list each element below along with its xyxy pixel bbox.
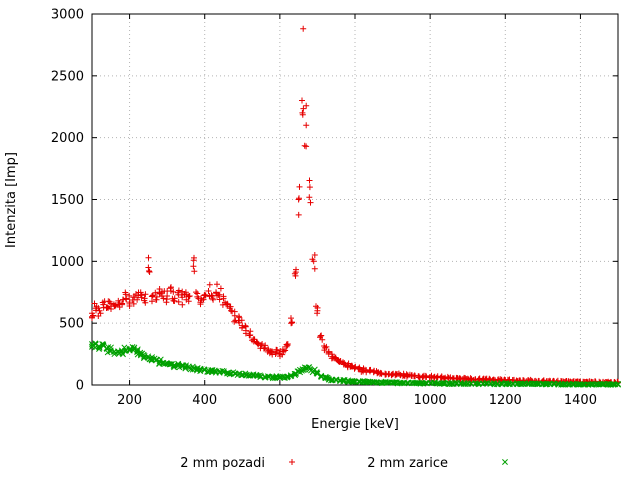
x-tick-label: 200	[117, 393, 142, 408]
y-tick-label: 3000	[51, 8, 84, 23]
legend: 2 mm pozadi 2 mm zarice	[180, 456, 508, 471]
series-zarice-points	[89, 340, 621, 388]
x-tick-label: 600	[267, 393, 292, 408]
legend-marker-zarice-cross-icon	[502, 459, 508, 465]
y-tick-label: 2000	[51, 131, 84, 146]
legend-label-zarice: 2 mm zarice	[367, 456, 448, 471]
grid-lines	[92, 13, 618, 386]
y-tick-label: 500	[59, 317, 84, 332]
x-tick-label: 1000	[414, 393, 447, 408]
y-tick-label: 2500	[51, 69, 84, 84]
x-tick-label: 800	[343, 393, 368, 408]
x-tick-label: 1400	[564, 393, 597, 408]
x-tick-label: 400	[192, 393, 217, 408]
legend-marker-pozadi-plus-icon	[289, 459, 295, 465]
y-tick-label: 0	[76, 379, 84, 394]
series-pozadi-points	[89, 25, 621, 386]
axes	[91, 13, 619, 386]
x-tick-label: 1200	[489, 393, 522, 408]
y-tick-label: 1000	[51, 255, 84, 270]
tick-labels: 0 500 1000 1500 2000 2500 3000 200 400 600 800 1000…	[51, 8, 597, 409]
y-axis-title: Intenzita [Imp]	[4, 152, 19, 248]
legend-label-pozadi: 2 mm pozadi	[180, 456, 265, 471]
x-axis-title: Energie [keV]	[311, 417, 399, 432]
y-tick-label: 1500	[51, 193, 84, 208]
